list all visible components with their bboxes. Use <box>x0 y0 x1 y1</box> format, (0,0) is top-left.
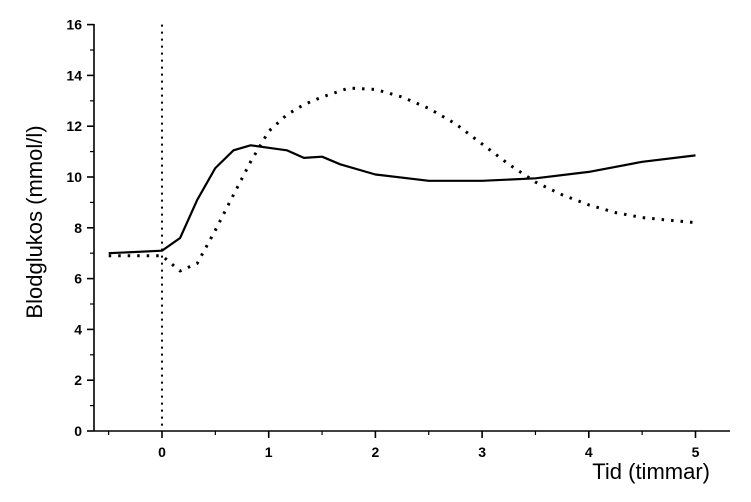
x-tick-label: 0 <box>158 444 166 460</box>
y-tick-label: 12 <box>66 118 82 134</box>
y-tick-label: 10 <box>66 169 82 185</box>
x-axis-ticks: 0 1 2 3 4 5 <box>108 431 700 460</box>
x-tick-label: 5 <box>692 444 700 460</box>
y-tick-label: 14 <box>66 67 82 83</box>
y-tick-label: 2 <box>74 372 82 388</box>
x-tick-label: 3 <box>478 444 486 460</box>
x-tick-label: 4 <box>585 444 593 460</box>
y-tick-label: 8 <box>74 220 82 236</box>
x-tick-label: 1 <box>265 444 273 460</box>
x-axis-label: Tid (timmar) <box>592 459 710 484</box>
y-tick-label: 4 <box>74 321 82 337</box>
y-tick-label: 0 <box>74 423 82 439</box>
y-tick-label: 6 <box>74 271 82 287</box>
y-axis-ticks: 0 2 4 6 8 10 12 14 16 <box>66 17 94 439</box>
series-line-dotted <box>108 86 696 273</box>
y-axis-label: Blodglukos (mmol/l) <box>22 125 47 318</box>
series-lines <box>108 86 696 273</box>
series-line-solid <box>108 144 696 255</box>
y-tick-label: 16 <box>66 17 82 33</box>
x-tick-label: 2 <box>372 444 380 460</box>
